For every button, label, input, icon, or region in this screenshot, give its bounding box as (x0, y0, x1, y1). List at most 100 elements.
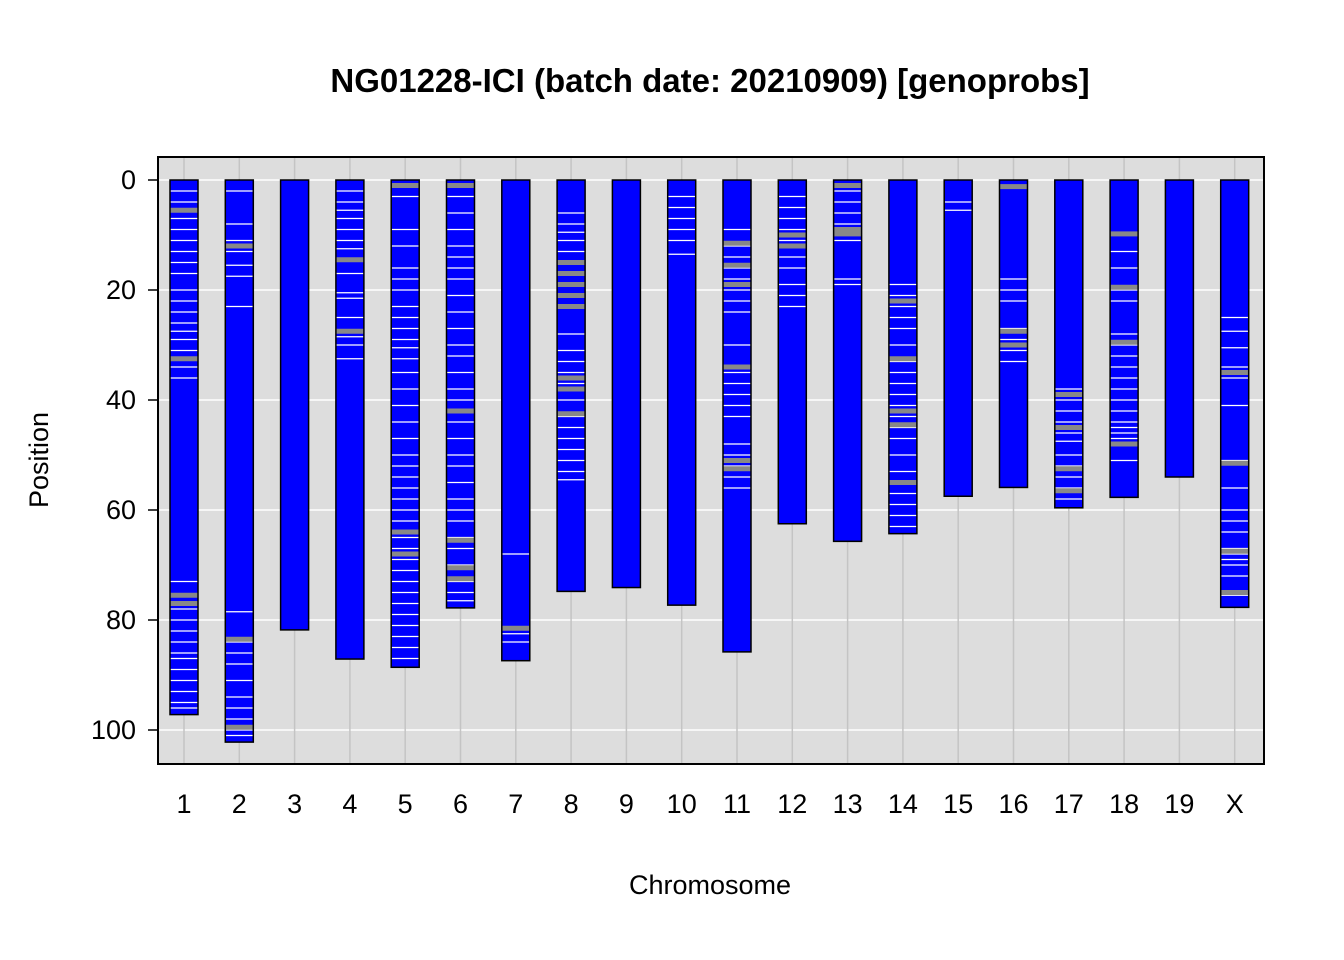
x-tick-label: 18 (1109, 789, 1139, 819)
marker-band-gray (999, 184, 1028, 190)
chromosome-bar-15 (943, 179, 973, 497)
bar-outline (1219, 179, 1250, 609)
marker-band-gray (723, 458, 751, 463)
bar-outline (943, 179, 973, 497)
x-tick-label: 2 (232, 789, 247, 819)
marker-band-gray (723, 282, 751, 287)
marker-band-gray (888, 408, 917, 414)
x-tick-label: 3 (287, 789, 302, 819)
marker-band-gray (557, 260, 586, 265)
bar-outline (1164, 179, 1195, 478)
bar-outline (445, 179, 476, 609)
marker-band-gray (723, 466, 751, 472)
chromosome-bar-10 (666, 179, 697, 606)
marker-band-gray (833, 231, 862, 237)
marker-band-gray (446, 565, 475, 571)
marker-band-gray (557, 282, 586, 287)
marker-band-gray (446, 183, 475, 188)
marker-band-gray (1054, 466, 1083, 472)
bar-outline (1109, 179, 1139, 499)
chromosome-bar-5 (390, 179, 420, 669)
x-tick-label: 14 (888, 789, 918, 819)
y-axis-ticks: 0 20 40 60 80 100 (91, 165, 158, 745)
marker-band-gray (1054, 488, 1083, 494)
bar-outline (832, 179, 863, 543)
chromosome-bar-17 (1054, 179, 1084, 509)
x-tick-label: 8 (564, 789, 579, 819)
marker-band-gray (999, 328, 1028, 334)
marker-band-gray (225, 724, 254, 730)
y-tick-label: 40 (106, 385, 136, 415)
y-tick-label: 20 (106, 275, 136, 305)
marker-band-gray (391, 183, 420, 188)
chromosome-bar-2 (224, 179, 255, 743)
marker-band-gray (1054, 425, 1083, 430)
y-tick-label: 0 (121, 165, 136, 195)
x-tick-label: 17 (1054, 789, 1084, 819)
x-tick-label: 13 (833, 789, 863, 819)
bar-outline (390, 179, 420, 669)
chromosome-bar-13 (832, 179, 863, 543)
x-tick-label: 9 (619, 789, 634, 819)
marker-band-gray (888, 480, 917, 485)
chromosome-bar-4 (335, 179, 365, 660)
x-tick-label: 12 (777, 789, 807, 819)
bar-outline (611, 179, 642, 589)
bar-outline (666, 179, 697, 606)
bar-fill (501, 180, 530, 661)
marker-band-gray (1110, 339, 1139, 345)
marker-band-gray (1110, 231, 1139, 237)
bar-outline (224, 179, 255, 743)
chromosome-bar-7 (501, 179, 531, 662)
marker-band-gray (170, 601, 198, 606)
marker-band-gray (335, 328, 364, 334)
chromosome-bar-11 (722, 179, 752, 653)
bar-outline (1054, 179, 1084, 509)
marker-band-gray (778, 232, 807, 238)
bar-fill (1220, 180, 1249, 608)
bar-outline (501, 179, 531, 662)
y-axis-label: Position (24, 412, 54, 508)
bar-fill (170, 180, 198, 715)
marker-band-gray (1054, 392, 1083, 397)
marker-band-gray (888, 422, 917, 428)
chromosome-bar-14 (888, 179, 918, 535)
chromosome-bar-9 (611, 179, 642, 589)
x-tick-label: 7 (508, 789, 523, 819)
bar-outline (335, 179, 365, 660)
chromosome-bar-1 (169, 179, 199, 716)
x-tick-label: 10 (667, 789, 697, 819)
marker-band-gray (778, 243, 807, 249)
chromosome-bar-6 (445, 179, 476, 609)
chromosome-bar-19 (1164, 179, 1195, 478)
bar-outline (777, 179, 808, 525)
bar-outline (556, 179, 586, 593)
marker-band-gray (225, 243, 254, 249)
bar-fill (335, 180, 364, 660)
marker-band-gray (1220, 590, 1249, 595)
chromosome-bar-16 (998, 179, 1029, 489)
marker-band-gray (446, 576, 475, 582)
marker-band-gray (335, 257, 364, 263)
chromosome-bar-8 (556, 179, 586, 593)
x-tick-label: 6 (453, 789, 468, 819)
x-tick-label: 1 (176, 789, 191, 819)
bar-outline (169, 179, 199, 716)
marker-band-gray (888, 356, 917, 362)
bar-fill (280, 180, 309, 630)
marker-band-gray (723, 364, 751, 370)
bar-fill (1165, 180, 1194, 477)
bar-fill (667, 180, 696, 606)
bar-outline (279, 179, 310, 631)
chromosome-bar-3 (279, 179, 310, 631)
plot-background (158, 157, 1264, 764)
bar-fill (446, 180, 475, 608)
marker-band-gray (557, 375, 586, 381)
marker-band-gray (446, 537, 475, 543)
x-tick-label: 16 (998, 789, 1028, 819)
bar-fill (225, 180, 254, 743)
marker-band-gray (557, 411, 586, 417)
plot-frame (157, 156, 1265, 765)
